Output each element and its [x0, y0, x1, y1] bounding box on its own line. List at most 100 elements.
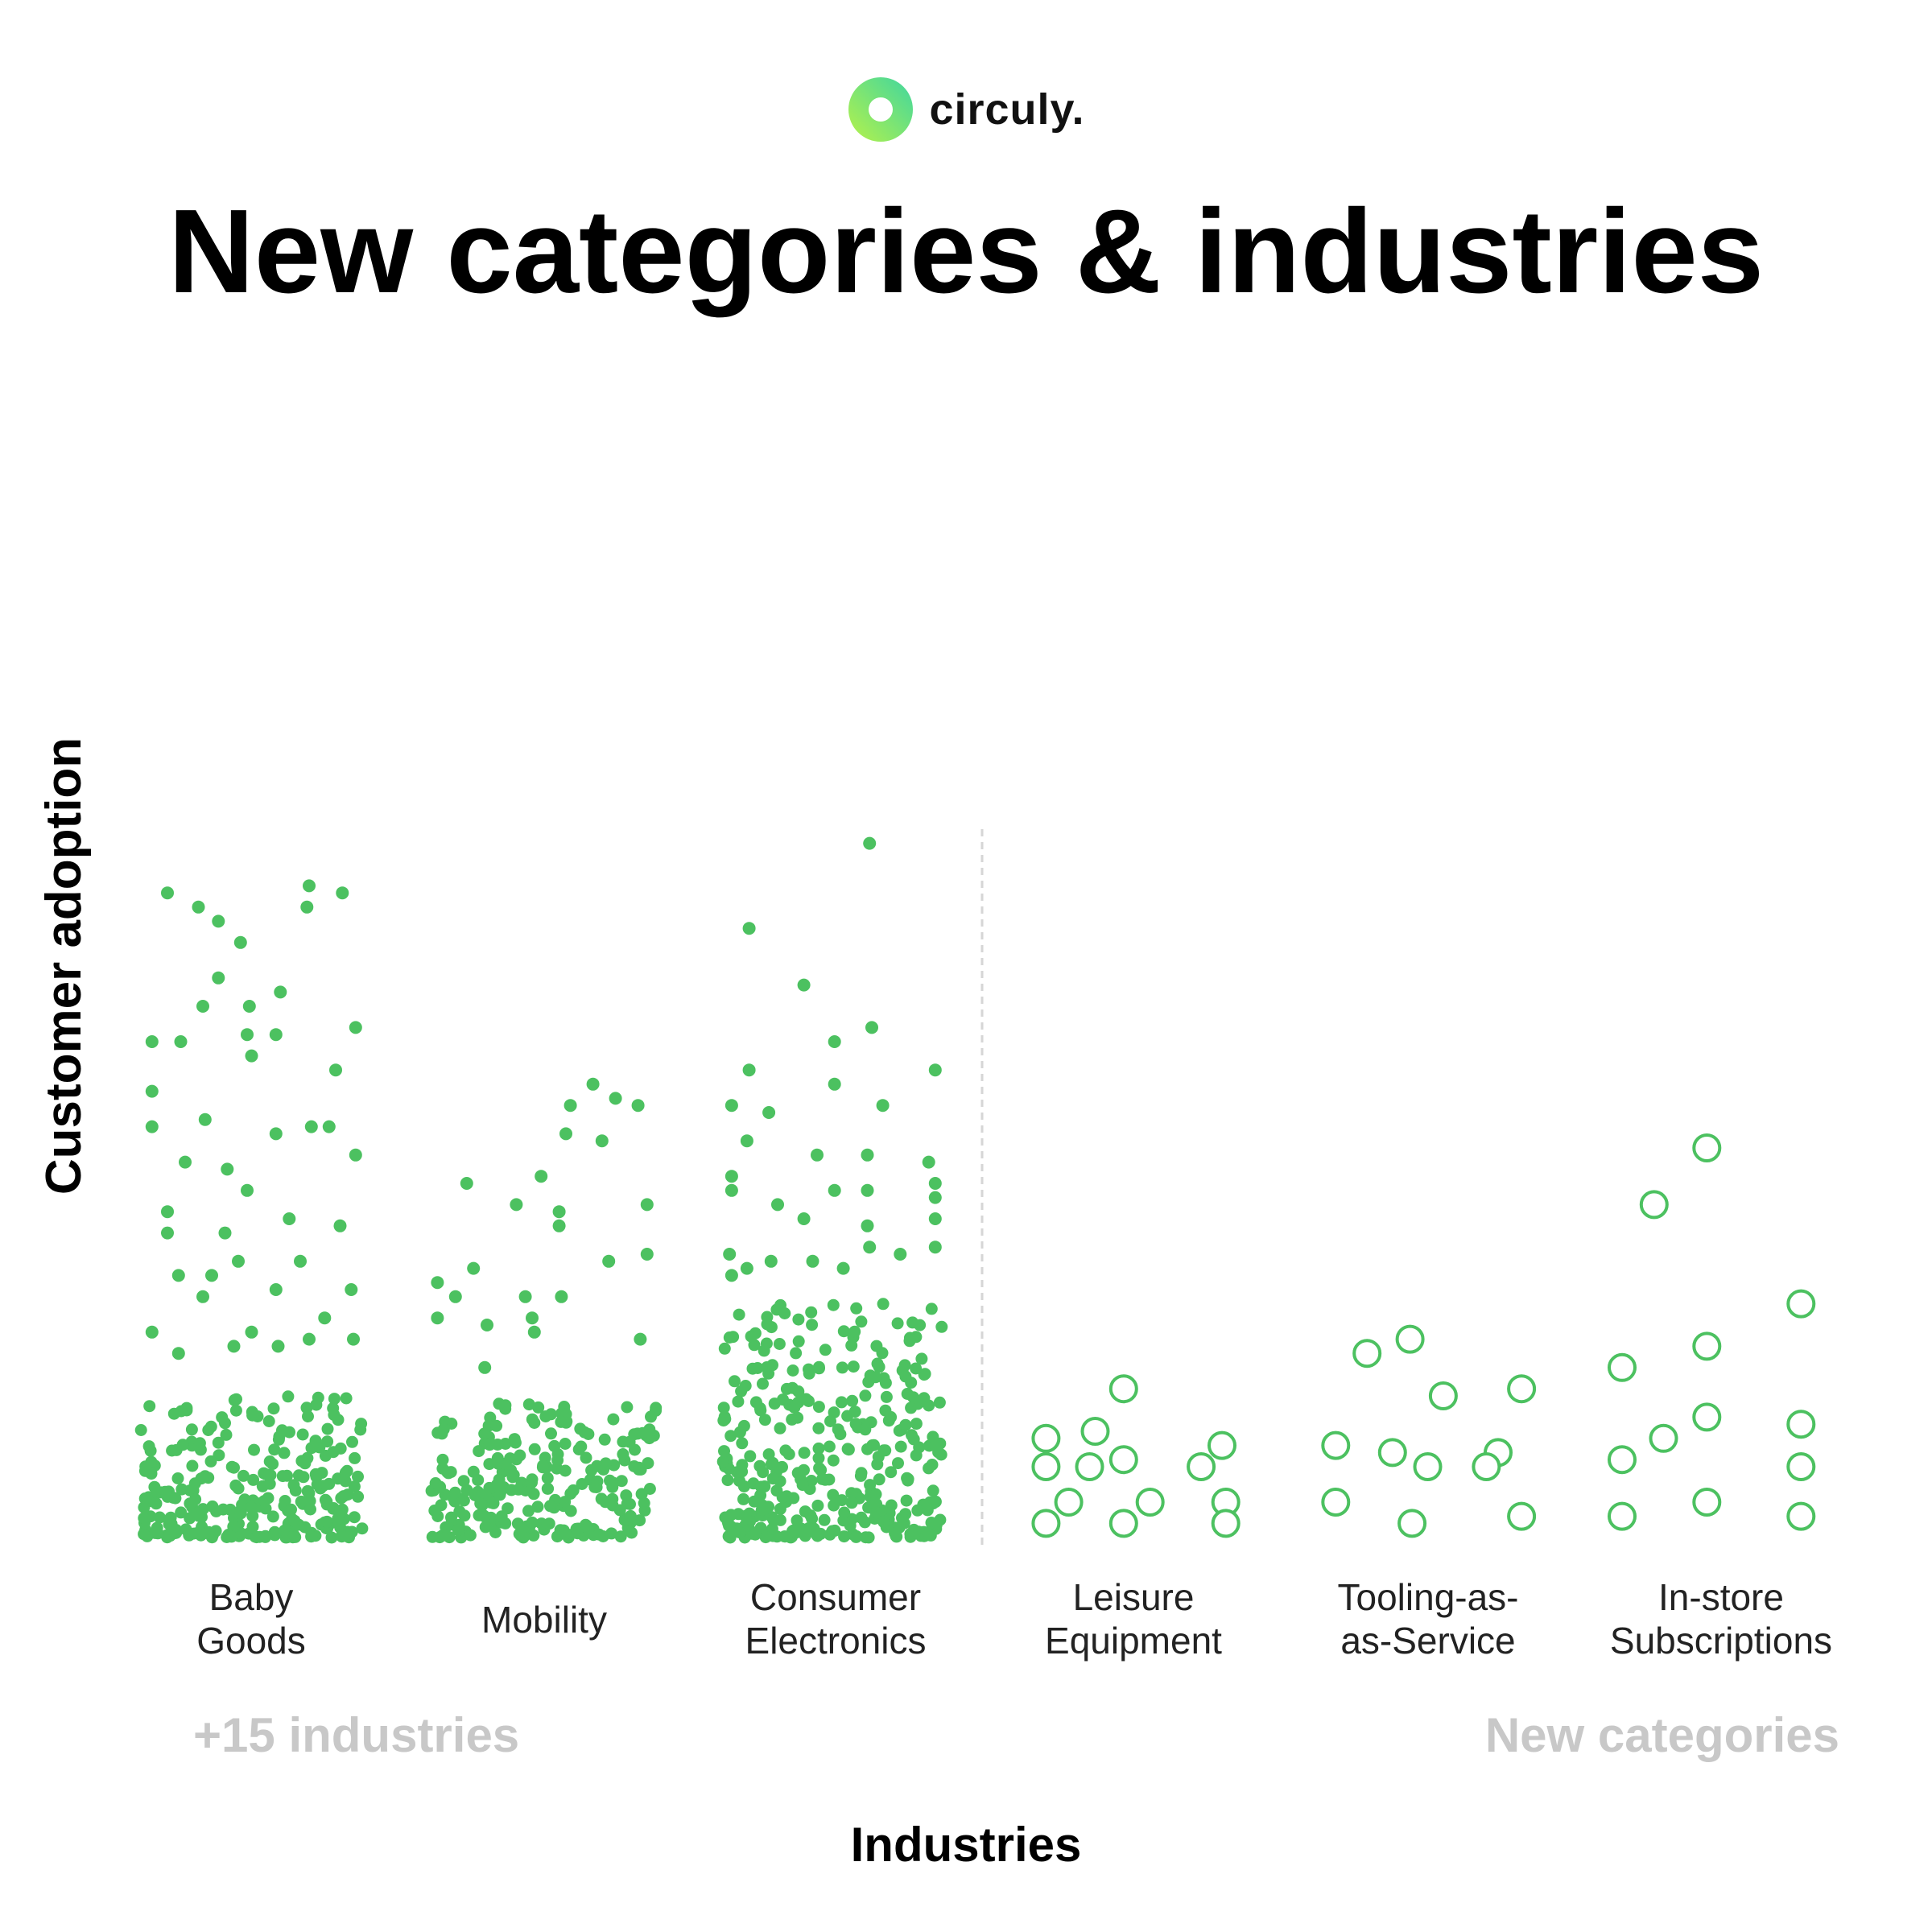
series-tooling-as-as-service: [1321, 1324, 1537, 1538]
data-point: [749, 1396, 762, 1409]
data-point: [907, 1391, 919, 1404]
data-point: [189, 1493, 202, 1506]
data-point: [472, 1474, 485, 1487]
data-point: [545, 1427, 557, 1440]
data-point: [865, 1416, 877, 1429]
data-point: [600, 1457, 612, 1470]
data-point: [723, 1331, 736, 1344]
data-point: [733, 1308, 745, 1321]
data-point: [303, 879, 316, 893]
data-point: [869, 1371, 882, 1384]
data-point: [1507, 1501, 1537, 1531]
data-point: [1786, 1501, 1816, 1531]
data-point: [1786, 1452, 1816, 1481]
data-point: [329, 1063, 342, 1077]
data-point: [640, 1198, 654, 1212]
data-point: [296, 1428, 309, 1441]
data-point: [309, 1468, 322, 1480]
data-point: [607, 1413, 620, 1426]
data-point: [134, 1424, 147, 1436]
data-point: [179, 1155, 192, 1169]
data-point: [910, 1418, 923, 1430]
data-point: [847, 1360, 860, 1373]
data-point: [246, 1409, 259, 1422]
data-point: [269, 1127, 283, 1141]
data-point: [527, 1325, 541, 1339]
data-point: [580, 1519, 593, 1532]
data-point: [804, 1509, 817, 1521]
data-point: [318, 1311, 332, 1325]
data-point: [766, 1472, 779, 1485]
data-point: [736, 1465, 749, 1478]
data-point: [891, 1317, 904, 1330]
data-point: [311, 1478, 324, 1491]
data-point: [836, 1261, 850, 1275]
data-point: [174, 1035, 188, 1048]
data-point: [812, 1442, 825, 1455]
data-point: [1472, 1452, 1501, 1481]
data-point: [828, 1077, 841, 1091]
data-point: [551, 1448, 564, 1460]
data-point: [145, 1084, 159, 1098]
data-point: [194, 1443, 207, 1456]
data-point: [250, 1531, 263, 1544]
data-point: [175, 1506, 188, 1519]
data-point: [818, 1513, 831, 1526]
data-point: [245, 1325, 258, 1339]
data-point: [780, 1382, 793, 1395]
data-point: [143, 1400, 156, 1413]
data-point: [282, 1390, 295, 1403]
data-point: [166, 1444, 179, 1457]
data-point: [218, 1226, 232, 1240]
data-point: [225, 1460, 238, 1473]
data-point: [850, 1302, 863, 1315]
data-point: [598, 1433, 611, 1446]
data-point: [629, 1443, 641, 1456]
data-point: [458, 1509, 471, 1522]
data-point: [236, 1498, 249, 1511]
data-point: [148, 1480, 161, 1493]
data-point: [187, 1527, 200, 1540]
data-point: [336, 886, 349, 900]
data-point: [866, 1439, 879, 1451]
data-point: [246, 1521, 259, 1534]
data-point: [545, 1408, 557, 1421]
data-point: [923, 1462, 935, 1475]
data-point: [755, 1504, 768, 1517]
data-point: [1608, 1445, 1637, 1475]
data-point: [855, 1467, 868, 1480]
data-point: [303, 1495, 316, 1508]
data-point: [206, 1500, 219, 1513]
data-point: [348, 1511, 361, 1524]
data-point: [862, 1531, 875, 1544]
data-point: [827, 1488, 840, 1501]
data-point: [460, 1484, 473, 1496]
data-point: [716, 1455, 729, 1468]
data-point: [245, 1501, 258, 1513]
data-point: [278, 1447, 291, 1459]
data-point: [245, 1049, 258, 1063]
data-point: [879, 1377, 892, 1389]
data-point: [865, 1021, 878, 1034]
data-point: [792, 1385, 805, 1397]
data-point: [757, 1377, 769, 1390]
data-point: [1608, 1352, 1637, 1382]
data-point: [824, 1415, 836, 1427]
data-point: [1428, 1381, 1458, 1410]
data-point: [765, 1458, 778, 1471]
data-point: [757, 1466, 770, 1479]
data-point: [1413, 1452, 1443, 1481]
data-point: [576, 1478, 588, 1490]
data-point: [928, 1177, 942, 1190]
data-point: [335, 1505, 348, 1517]
data-point: [224, 1503, 237, 1516]
data-point: [1031, 1509, 1061, 1538]
data-point: [905, 1377, 918, 1389]
data-point: [796, 1479, 809, 1492]
data-point: [349, 1021, 362, 1034]
data-point: [876, 1347, 889, 1360]
data-point: [582, 1428, 595, 1440]
data-point: [869, 1505, 882, 1518]
data-point: [1639, 1190, 1669, 1220]
data-point: [559, 1496, 572, 1509]
